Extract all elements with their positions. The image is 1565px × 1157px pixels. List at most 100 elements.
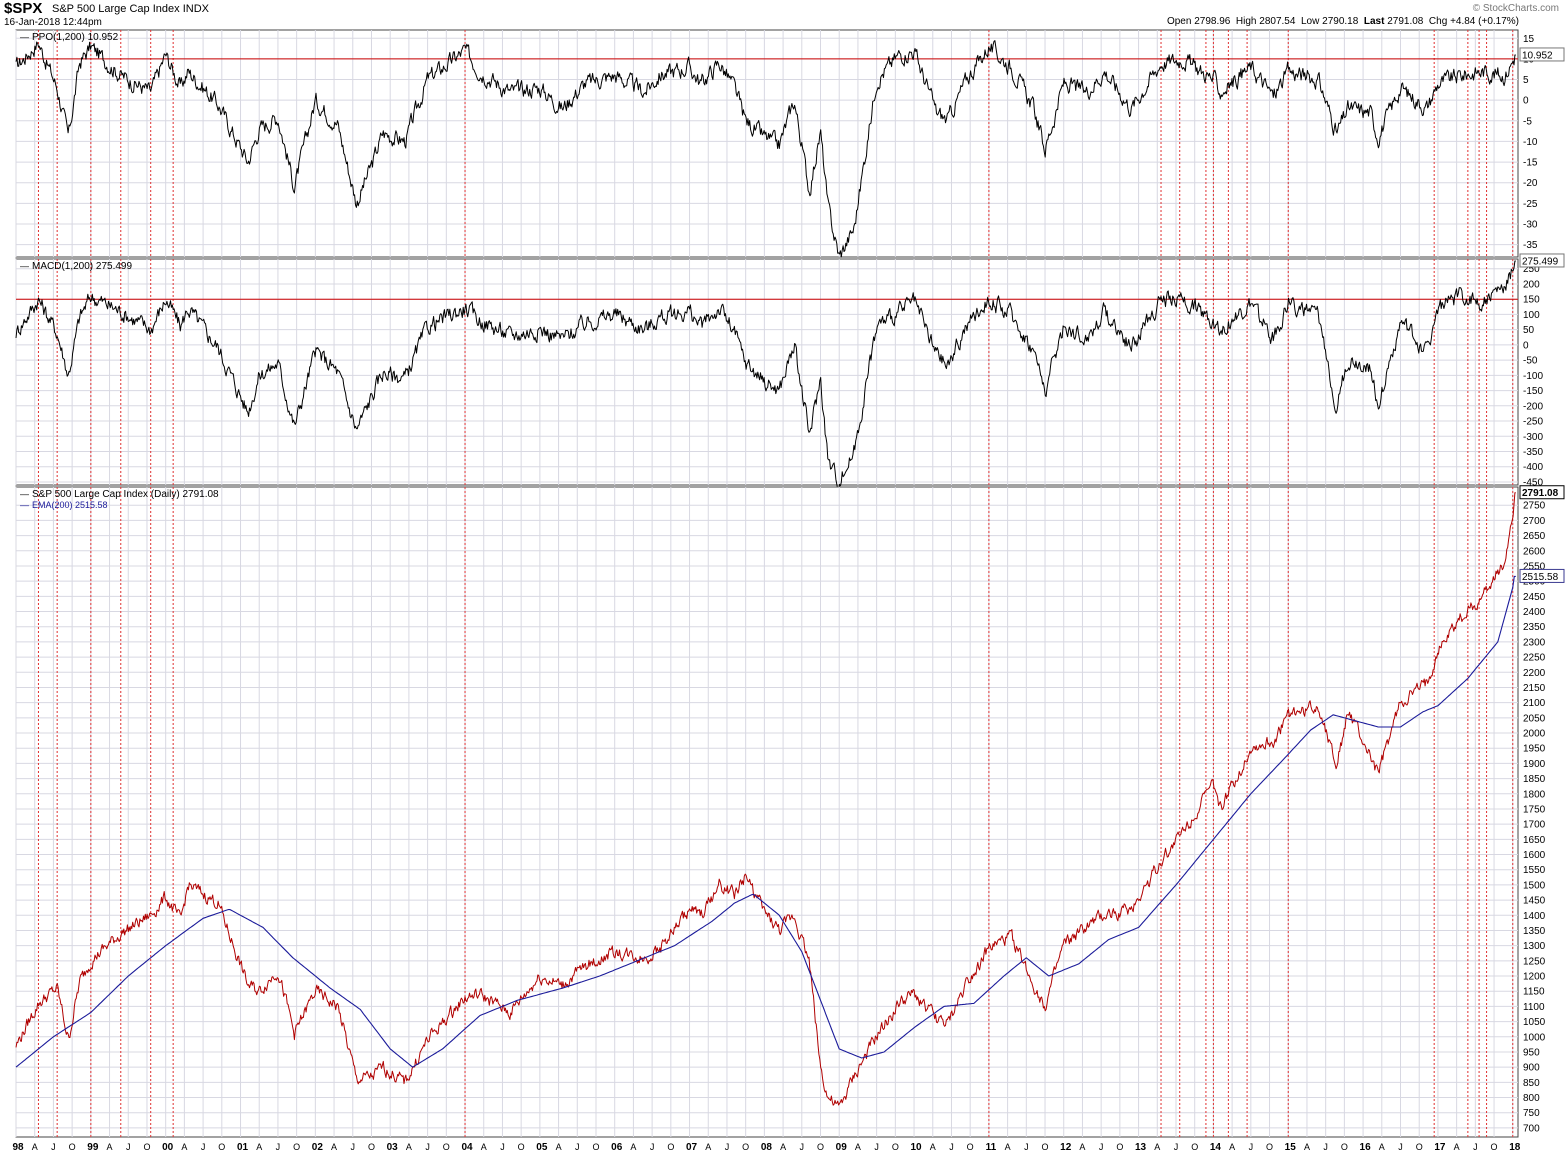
ema-series-line — [15, 575, 1516, 1068]
xtick-month-label: O — [1266, 1142, 1273, 1152]
xtick-month-label: O — [1341, 1142, 1348, 1152]
price-ytick-label: 1650 — [1523, 835, 1546, 846]
ppo-ytick-label: -15 — [1523, 158, 1538, 169]
xtick-month-label: O — [1416, 1142, 1423, 1152]
xtick-month-label: J — [1099, 1142, 1104, 1152]
xtick-year-label: 12 — [1060, 1142, 1072, 1153]
ppo-series-line — [15, 40, 1516, 258]
xtick-year-label: 99 — [87, 1142, 99, 1153]
xtick-month-label: A — [331, 1142, 337, 1152]
date-label: 16-Jan-2018 12:44pm — [4, 17, 102, 28]
last-label: Last — [1363, 16, 1385, 27]
price-ytick-label: 1300 — [1523, 941, 1546, 952]
xtick-month-label: J — [1473, 1142, 1478, 1152]
macd-current-value-box — [1519, 253, 1565, 268]
price-legend-swatch: — — [20, 489, 29, 499]
xtick-month-label: A — [556, 1142, 562, 1152]
xtick-month-label: J — [1323, 1142, 1328, 1152]
price-ytick-label: 1150 — [1523, 987, 1545, 998]
macd-ytick-label: -150 — [1523, 386, 1543, 397]
xtick-month-label: O — [592, 1142, 599, 1152]
price-ytick-label: 2000 — [1523, 729, 1546, 740]
xtick-year-label: 15 — [1285, 1142, 1297, 1153]
xtick-month-label: O — [817, 1142, 824, 1152]
ema-current-value-box — [1519, 568, 1565, 583]
macd-ytick-label: 150 — [1523, 295, 1540, 306]
macd-legend-label: MACD(1,200) 275.499 — [32, 261, 132, 272]
xtick-month-label: J — [650, 1142, 655, 1152]
xtick-month-label: J — [949, 1142, 954, 1152]
ppo-current-value-box — [1519, 47, 1565, 62]
xtick-month-label: A — [1229, 1142, 1235, 1152]
price-ytick-label: 2300 — [1523, 637, 1546, 648]
xtick-month-label: O — [293, 1142, 300, 1152]
xtick-month-label: O — [667, 1142, 674, 1152]
price-ytick-label: 1000 — [1523, 1032, 1546, 1043]
macd-ytick-label: -250 — [1523, 417, 1543, 428]
ema-legend-label: EMA(200) 2515.58 — [32, 500, 108, 510]
macd-current-value-label: 275.499 — [1522, 256, 1559, 267]
price-ytick-label: 1350 — [1523, 926, 1546, 937]
xtick-year-label: 04 — [461, 1142, 473, 1153]
xtick-month-label: J — [425, 1142, 430, 1152]
xtick-month-label: A — [1154, 1142, 1160, 1152]
price-series-line — [15, 492, 1516, 1106]
high-label: High — [1235, 16, 1257, 27]
xtick-month-label: O — [69, 1142, 76, 1152]
xtick-month-label: J — [874, 1142, 879, 1152]
xtick-month-label: A — [481, 1142, 487, 1152]
xtick-month-label: A — [406, 1142, 412, 1152]
xtick-year-label: 08 — [761, 1142, 773, 1153]
price-ytick-label: 850 — [1523, 1078, 1540, 1089]
macd-ytick-label: -350 — [1523, 447, 1543, 458]
xtick-year-label: 07 — [686, 1142, 698, 1153]
price-ytick-label: 2550 — [1523, 561, 1546, 572]
price-ytick-label: 1500 — [1523, 880, 1546, 891]
price-ytick-label: 2100 — [1523, 698, 1546, 709]
xtick-month-label: J — [575, 1142, 580, 1152]
xtick-month-label: A — [1379, 1142, 1385, 1152]
macd-ytick-label: 250 — [1523, 264, 1540, 275]
macd-ytick-label: -400 — [1523, 462, 1543, 473]
ppo-legend-swatch: — — [20, 32, 29, 42]
watermark: © StockCharts.com — [1472, 3, 1559, 14]
macd-ytick-label: 200 — [1523, 279, 1540, 290]
ppo-ytick-label: -10 — [1523, 137, 1538, 148]
price-ytick-label: 2400 — [1523, 607, 1546, 618]
low-label: Low — [1301, 16, 1320, 27]
xtick-year-label: 13 — [1135, 1142, 1147, 1153]
xtick-month-label: J — [201, 1142, 206, 1152]
xtick-month-label: A — [855, 1142, 861, 1152]
xtick-year-label: 17 — [1434, 1142, 1446, 1153]
price-ytick-label: 2250 — [1523, 653, 1546, 664]
xtick-year-label: 05 — [536, 1142, 548, 1153]
xtick-month-label: A — [705, 1142, 711, 1152]
xtick-month-label: J — [500, 1142, 505, 1152]
ppo-ytick-label: 15 — [1523, 34, 1535, 45]
xtick-month-label: J — [725, 1142, 730, 1152]
price-ytick-label: 1200 — [1523, 972, 1546, 983]
exchange-label: INDX — [182, 3, 209, 15]
price-ytick-label: 2750 — [1523, 501, 1546, 512]
ppo-panel-frame — [15, 29, 1519, 258]
price-ytick-label: 2150 — [1523, 683, 1546, 694]
xtick-month-label: A — [1005, 1142, 1011, 1152]
ppo-ytick-label: -25 — [1523, 199, 1538, 210]
macd-ytick-label: -450 — [1523, 477, 1543, 488]
open-label: Open — [1166, 16, 1192, 27]
price-ytick-label: 1850 — [1523, 774, 1546, 785]
chg-label: Chg — [1428, 16, 1448, 27]
price-panel-frame — [15, 486, 1519, 1138]
xtick-month-label: O — [1191, 1142, 1198, 1152]
price-ytick-label: 1450 — [1523, 896, 1546, 907]
price-ytick-label: 1250 — [1523, 956, 1546, 967]
ppo-ytick-label: -35 — [1523, 240, 1538, 251]
xtick-month-label: O — [143, 1142, 150, 1152]
xtick-month-label: J — [126, 1142, 131, 1152]
xtick-month-label: A — [32, 1142, 38, 1152]
ema-current-value-label: 2515.58 — [1522, 572, 1559, 583]
xtick-month-label: O — [518, 1142, 525, 1152]
xtick-month-label: A — [107, 1142, 113, 1152]
xtick-month-label: A — [256, 1142, 262, 1152]
